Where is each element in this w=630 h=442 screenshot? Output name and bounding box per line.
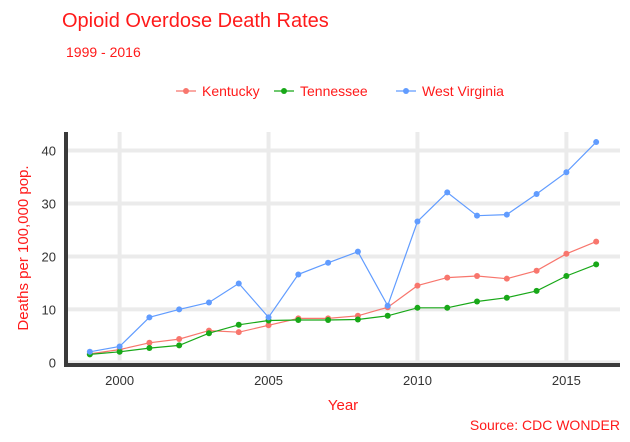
legend-marker bbox=[403, 88, 409, 94]
legend-item-tennessee: Tennessee bbox=[274, 83, 368, 99]
data-point-west-virginia bbox=[444, 189, 451, 196]
data-point-west-virginia bbox=[235, 280, 242, 287]
y-tick-label: 40 bbox=[42, 144, 56, 159]
x-tick-label: 2010 bbox=[403, 373, 432, 388]
x-tick-label: 2015 bbox=[552, 373, 581, 388]
x-tick-label: 2000 bbox=[105, 373, 134, 388]
legend-item-west-virginia: West Virginia bbox=[396, 83, 504, 99]
y-axis-title: Deaths per 100,000 pop. bbox=[15, 165, 32, 330]
data-point-west-virginia bbox=[86, 348, 93, 355]
legend: Kentucky Tennessee West Virginia bbox=[176, 83, 504, 99]
data-point-tennessee bbox=[146, 345, 153, 352]
data-point-kentucky bbox=[265, 322, 272, 329]
chart-title: Opioid Overdose Death Rates bbox=[62, 10, 329, 32]
data-point-kentucky bbox=[176, 336, 183, 343]
x-tick-label: 2005 bbox=[254, 373, 283, 388]
data-point-tennessee bbox=[205, 330, 212, 337]
data-point-tennessee bbox=[354, 316, 361, 323]
chart-subtitle: 1999 - 2016 bbox=[66, 44, 141, 60]
series-line-kentucky bbox=[89, 241, 597, 355]
data-point-tennessee bbox=[295, 316, 302, 323]
data-point-tennessee bbox=[444, 304, 451, 311]
legend-label: Tennessee bbox=[300, 83, 368, 99]
data-point-tennessee bbox=[593, 261, 600, 268]
data-point-kentucky bbox=[444, 274, 451, 281]
data-point-west-virginia bbox=[474, 212, 481, 219]
legend-label: Kentucky bbox=[202, 83, 260, 99]
legend-marker bbox=[281, 88, 287, 94]
legend-item-kentucky: Kentucky bbox=[176, 83, 260, 99]
data-point-west-virginia bbox=[414, 218, 421, 225]
y-tick-label: 0 bbox=[49, 355, 56, 370]
data-point-tennessee bbox=[325, 316, 332, 323]
data-point-west-virginia bbox=[533, 190, 540, 197]
data-point-tennessee bbox=[474, 298, 481, 305]
data-point-west-virginia bbox=[563, 169, 570, 176]
legend-label: West Virginia bbox=[422, 83, 504, 99]
data-point-west-virginia bbox=[384, 302, 391, 309]
grid bbox=[66, 132, 620, 365]
data-point-kentucky bbox=[533, 267, 540, 274]
data-point-west-virginia bbox=[503, 211, 510, 218]
data-point-kentucky bbox=[235, 329, 242, 336]
caption: Source: CDC WONDER bbox=[470, 417, 620, 433]
data-point-tennessee bbox=[503, 294, 510, 301]
data-point-tennessee bbox=[384, 312, 391, 319]
data-point-tennessee bbox=[116, 348, 123, 355]
data-point-kentucky bbox=[474, 273, 481, 280]
data-point-west-virginia bbox=[325, 259, 332, 266]
legend-marker bbox=[183, 88, 189, 94]
y-tick-label: 10 bbox=[42, 302, 56, 317]
x-axis-title: Year bbox=[328, 397, 358, 414]
series-line-tennessee bbox=[89, 263, 597, 355]
data-point-west-virginia bbox=[146, 314, 153, 321]
data-point-kentucky bbox=[414, 282, 421, 289]
data-point-west-virginia bbox=[593, 139, 600, 146]
data-point-west-virginia bbox=[116, 343, 123, 350]
data-point-tennessee bbox=[563, 273, 570, 280]
data-point-kentucky bbox=[563, 250, 570, 257]
y-tick-label: 20 bbox=[42, 249, 56, 264]
data-point-kentucky bbox=[503, 275, 510, 282]
data-point-kentucky bbox=[146, 339, 153, 346]
tick-labels: 0 10 20 30 40 2000 2005 2010 2015 bbox=[42, 144, 581, 388]
data-point-west-virginia bbox=[354, 248, 361, 255]
axes bbox=[64, 132, 620, 367]
data-point-west-virginia bbox=[205, 299, 212, 306]
data-point-tennessee bbox=[176, 342, 183, 349]
data-point-kentucky bbox=[593, 238, 600, 245]
data-point-west-virginia bbox=[265, 314, 272, 321]
data-point-west-virginia bbox=[295, 271, 302, 278]
data-point-tennessee bbox=[235, 321, 242, 328]
series-line-west-virginia bbox=[89, 141, 597, 353]
series-group bbox=[86, 139, 600, 358]
y-tick-label: 30 bbox=[42, 196, 56, 211]
data-point-west-virginia bbox=[176, 306, 183, 313]
data-point-tennessee bbox=[414, 304, 421, 311]
data-point-tennessee bbox=[533, 287, 540, 294]
